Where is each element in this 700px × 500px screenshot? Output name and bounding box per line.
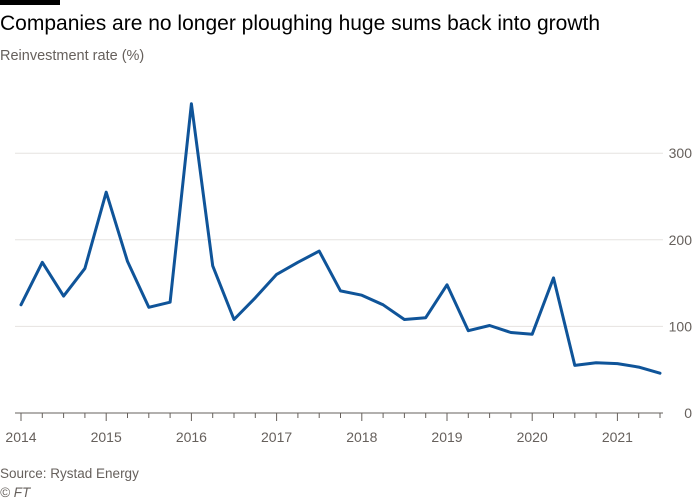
x-tick-label: 2018 [346, 429, 377, 445]
source-note: Source: Rystad Energy [0, 466, 139, 481]
y-tick-label: 200 [669, 232, 693, 248]
y-tick-label: 300 [669, 145, 693, 161]
grid-layer [15, 152, 663, 421]
brand-bar [0, 0, 60, 5]
y-tick-label: 0 [684, 405, 692, 421]
line-layer [19, 102, 662, 375]
x-tick-label: 2016 [176, 429, 207, 445]
tick-layer: 0 100 200 300 2014 2015 2016 2017 2018 2019 2020 20… [5, 145, 692, 445]
chart-title: Companies are no longer ploughing huge s… [0, 12, 601, 35]
x-tick-label: 2017 [261, 429, 292, 445]
x-tick-label: 2020 [517, 429, 548, 445]
x-tick-label: 2021 [602, 429, 633, 445]
reinvestment-rate-line [19, 102, 662, 375]
y-tick-label: 100 [669, 318, 693, 334]
y-axis-label: Reinvestment rate (%) [0, 48, 145, 64]
x-tick-label: 2019 [431, 429, 462, 445]
x-tick-label: 2014 [5, 429, 36, 445]
copyright-note: © FT [0, 485, 31, 500]
x-tick-label: 2015 [91, 429, 122, 445]
